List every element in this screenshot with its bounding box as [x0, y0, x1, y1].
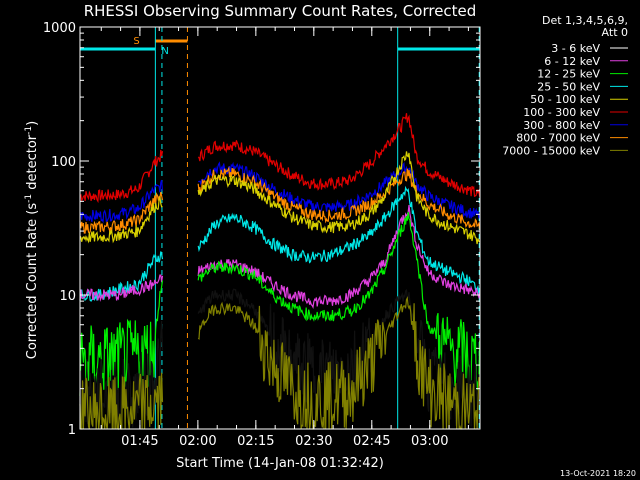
- legend-entry-label: 3 - 6 keV: [551, 42, 600, 55]
- legend-entry-label: 300 - 800 keV: [523, 119, 600, 132]
- legend-header: Att 0: [602, 26, 628, 39]
- series-line: [79, 196, 163, 244]
- legend-entry-label: 800 - 7000 keV: [516, 132, 600, 145]
- series-line: [197, 296, 481, 430]
- legend-header: Det 1,3,4,5,6,9,: [542, 14, 628, 27]
- legend-entry-label: 6 - 12 keV: [544, 55, 600, 68]
- series-line: [197, 288, 481, 427]
- y-axis-label-group: Corrected Count Rate (s-1 detector-1): [24, 121, 40, 359]
- series-line: [197, 151, 481, 245]
- x-tick-label: 03:00: [411, 434, 448, 449]
- legend-entry-label: 100 - 300 keV: [523, 106, 600, 119]
- series-line: [197, 205, 481, 309]
- x-tick-label: 01:45: [121, 434, 158, 449]
- y-axis-label: Corrected Count Rate (s-1 detector-1): [24, 121, 40, 359]
- series-line: [79, 274, 164, 302]
- x-tick-label: 02:15: [237, 434, 274, 449]
- date-stamp: 13-Oct-2021 18:20: [560, 469, 636, 478]
- axes: 1 10 100 1000 01:45 02:00 02:15 02:30 02:45 03:00: [43, 21, 481, 449]
- y-tick-label: 1000: [43, 21, 76, 36]
- legend-entry-label: 50 - 100 keV: [530, 93, 600, 106]
- series-line: [79, 179, 164, 224]
- x-tick-label: 02:30: [295, 434, 332, 449]
- series-line: [197, 211, 481, 391]
- legend-entry-label: 25 - 50 keV: [537, 80, 600, 93]
- legend-entry-label: 12 - 25 keV: [537, 68, 600, 81]
- x-tick-label: 02:00: [179, 434, 216, 449]
- chart-title: RHESSI Observing Summary Count Rates, Co…: [84, 2, 477, 20]
- y-tick-label: 10: [59, 289, 76, 304]
- series-line: [79, 191, 164, 235]
- legend-entry-label: 7000 - 15000 keV: [502, 144, 600, 157]
- series-line: [197, 161, 481, 219]
- x-tick-label: 02:45: [353, 434, 390, 449]
- y-tick-label: 1: [68, 423, 76, 438]
- x-axis-label: Start Time (14-Jan-08 01:32:42): [176, 456, 384, 471]
- series-line: [79, 149, 164, 204]
- series-line: [197, 113, 481, 198]
- series-line: [79, 251, 164, 302]
- series-line: [197, 185, 480, 296]
- night-flag-label: N: [161, 46, 168, 57]
- y-tick-label: 100: [51, 155, 76, 170]
- saa-flag-label: S: [133, 36, 139, 47]
- plot-area: SN: [79, 27, 481, 431]
- plot-frame: [79, 26, 481, 430]
